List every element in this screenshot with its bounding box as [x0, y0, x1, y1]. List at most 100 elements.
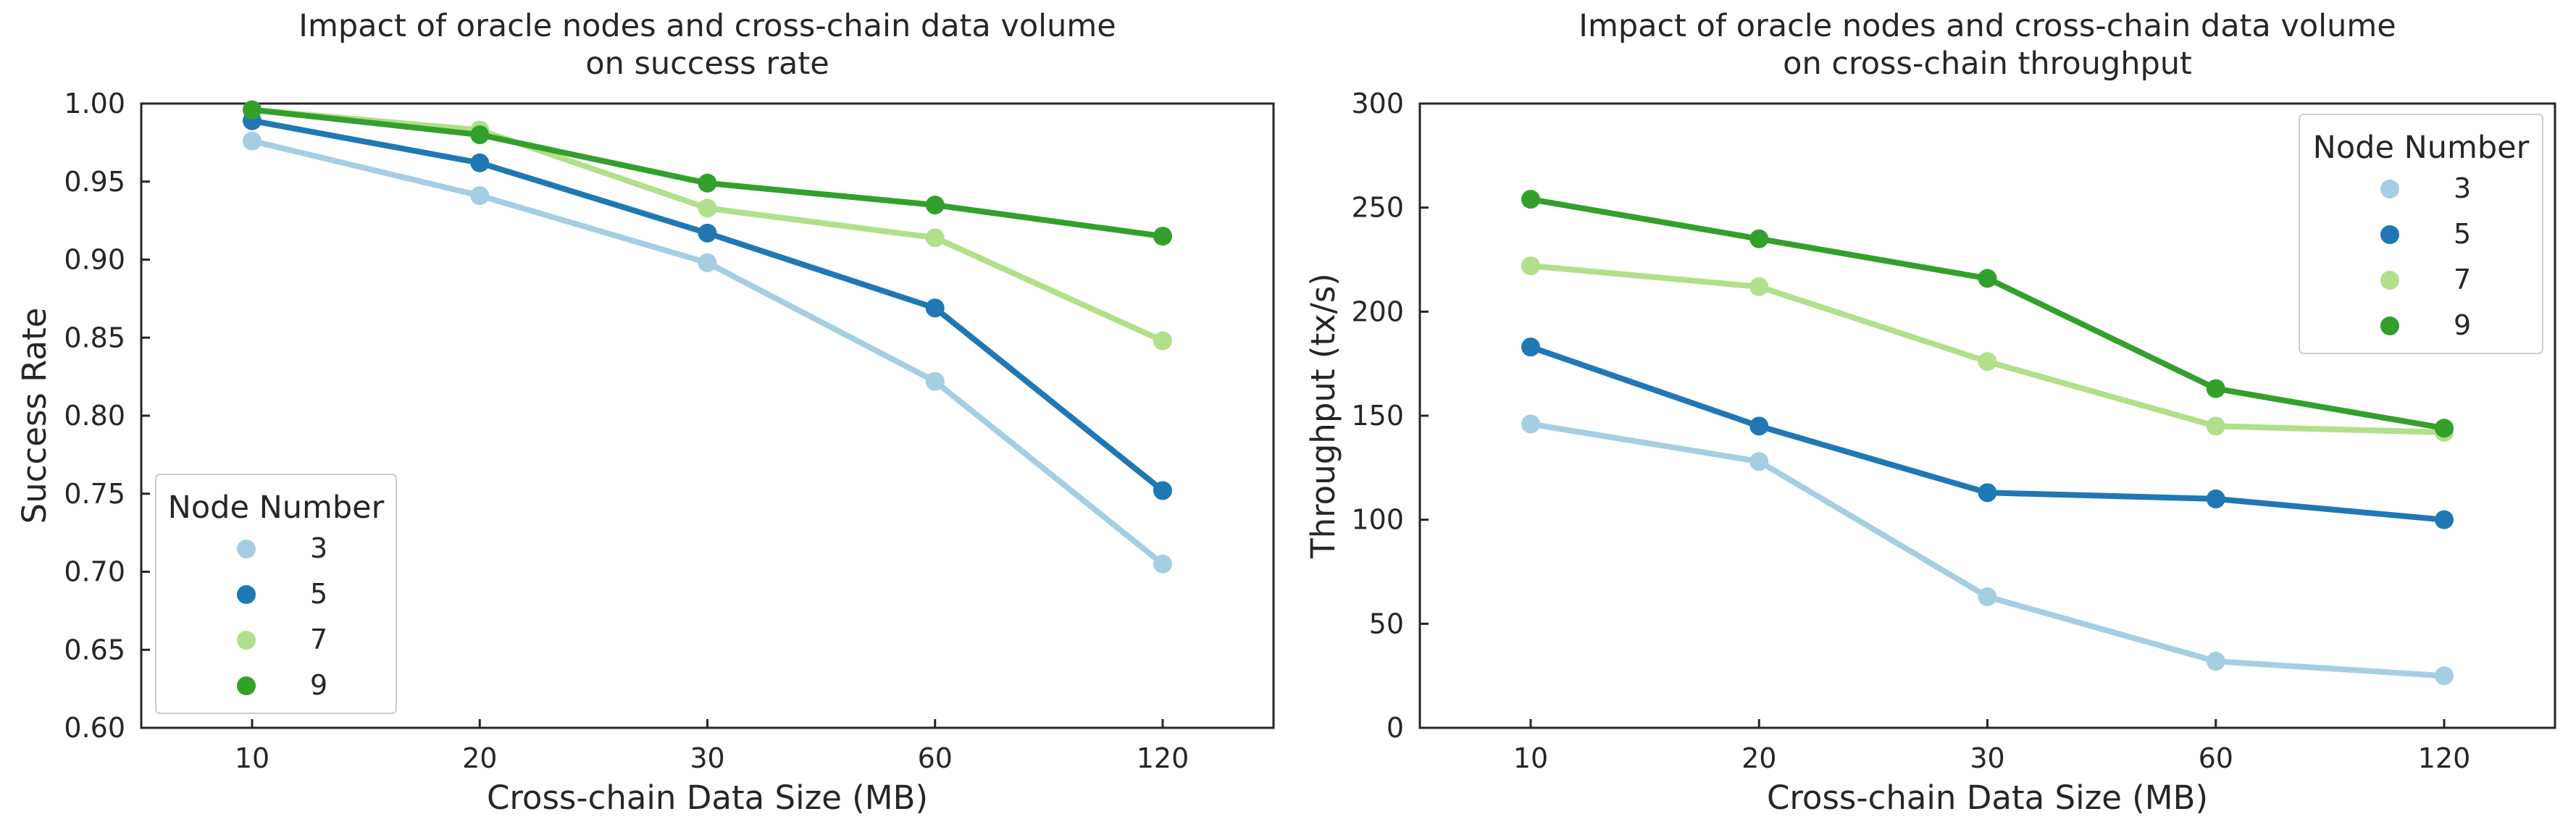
chart-panel-2: Impact of oracle nodes and cross-chain d… [1304, 8, 2556, 817]
data-point-5-10 [1521, 337, 1540, 357]
y-axis-label: Throughput (tx/s) [1304, 273, 1342, 559]
legend-marker-5 [237, 585, 256, 604]
data-point-9-60 [925, 196, 945, 215]
legend-label-9: 9 [310, 669, 327, 701]
chart-title-line-2: on success rate [585, 46, 829, 82]
legend-label-3: 3 [2454, 172, 2471, 204]
data-point-7-30 [1978, 352, 1997, 372]
data-point-9-10 [243, 100, 262, 119]
data-point-5-120 [1153, 481, 1172, 500]
data-point-3-20 [1749, 452, 1769, 471]
legend-marker-5 [2380, 225, 2399, 244]
data-point-7-60 [925, 228, 945, 248]
legend-marker-7 [237, 631, 256, 650]
data-point-7-10 [1521, 256, 1540, 276]
legend-box [2299, 114, 2543, 354]
data-point-7-120 [1153, 331, 1172, 351]
legend-label-7: 7 [2454, 264, 2471, 295]
x-tick-label: 120 [2418, 742, 2471, 774]
data-point-5-30 [1978, 483, 1997, 503]
data-point-5-60 [2206, 489, 2225, 508]
data-point-9-30 [698, 173, 717, 193]
data-point-9-20 [470, 125, 490, 145]
legend-marker-9 [237, 676, 256, 695]
y-tick-label: 0.65 [64, 634, 125, 666]
data-point-5-120 [2435, 510, 2454, 529]
data-point-9-30 [1978, 269, 1997, 288]
chart-title-line-1: Impact of oracle nodes and cross-chain d… [298, 8, 1116, 44]
data-point-9-120 [1153, 227, 1172, 246]
legend-label-9: 9 [2454, 309, 2471, 341]
y-tick-label: 0.80 [64, 400, 125, 432]
legend-marker-9 [2380, 316, 2399, 335]
y-tick-label: 0.75 [64, 478, 125, 510]
data-point-3-10 [1521, 414, 1540, 434]
chart-title-line-1: Impact of oracle nodes and cross-chain d… [1578, 8, 2396, 44]
series-line-3 [1528, 421, 2447, 679]
data-point-5-30 [698, 223, 717, 243]
data-point-3-20 [470, 186, 490, 206]
data-point-3-10 [243, 131, 262, 151]
y-tick-label: 0.60 [64, 712, 125, 744]
y-axis-label: Success Rate [15, 308, 54, 524]
series-5 [1521, 337, 2454, 529]
x-tick-label: 10 [235, 742, 269, 774]
data-point-3-60 [2206, 652, 2225, 671]
y-tick-label: 200 [1351, 295, 1404, 327]
y-tick-label: 1.00 [64, 88, 125, 119]
legend-label-7: 7 [310, 624, 327, 655]
chart-panel-1: Impact of oracle nodes and cross-chain d… [15, 8, 1275, 817]
x-tick-label: 120 [1137, 742, 1189, 774]
legend: Node Number 3 5 7 9 [2299, 114, 2543, 354]
data-point-9-20 [1749, 229, 1769, 248]
data-point-3-30 [698, 253, 717, 272]
x-tick-label: 30 [1970, 742, 2004, 774]
data-point-9-10 [1521, 190, 1540, 209]
legend-title: Node Number [2313, 130, 2530, 166]
legend-label-3: 3 [310, 532, 327, 564]
y-tick-label: 100 [1351, 504, 1404, 536]
data-point-7-20 [1749, 277, 1769, 296]
y-tick-label: 0.85 [64, 322, 125, 353]
x-tick-label: 20 [1741, 742, 1776, 774]
legend: Node Number 3 5 7 9 [155, 474, 397, 714]
y-tick-label: 0.95 [64, 166, 125, 198]
data-point-3-120 [1153, 554, 1172, 574]
data-point-3-30 [1978, 587, 1997, 606]
data-point-5-20 [470, 153, 490, 172]
legend-label-5: 5 [2454, 218, 2471, 250]
data-point-7-60 [2206, 416, 2225, 436]
legend-marker-7 [2380, 271, 2399, 290]
x-tick-label: 20 [462, 742, 497, 774]
series-9 [1521, 190, 2454, 438]
legend-marker-3 [2380, 180, 2399, 198]
x-tick-label: 30 [690, 742, 724, 774]
chart-title-line-2: on cross-chain throughput [1783, 46, 2192, 82]
y-tick-label: 150 [1351, 400, 1404, 432]
y-tick-label: 0.90 [64, 244, 125, 276]
series-9 [243, 100, 1172, 246]
data-point-9-120 [2435, 419, 2454, 438]
y-tick-label: 300 [1351, 88, 1404, 119]
data-point-7-30 [698, 198, 717, 218]
data-point-5-20 [1749, 416, 1769, 436]
y-tick-label: 50 [1369, 608, 1404, 639]
y-tick-label: 0.70 [64, 556, 125, 588]
y-tick-label: 0 [1387, 712, 1404, 744]
x-axis-label: Cross-chain Data Size (MB) [487, 779, 928, 817]
x-axis-label: Cross-chain Data Size (MB) [1767, 779, 2208, 817]
data-point-9-60 [2206, 379, 2225, 398]
series-3 [1521, 414, 2454, 686]
y-tick-label: 250 [1351, 192, 1404, 224]
data-point-3-120 [2435, 666, 2454, 686]
x-tick-label: 60 [2199, 742, 2233, 774]
legend-label-5: 5 [310, 578, 327, 610]
legend-box [155, 474, 397, 714]
x-tick-label: 10 [1513, 742, 1548, 774]
x-tick-label: 60 [918, 742, 953, 774]
series-7 [1521, 256, 2454, 442]
series-3 [243, 131, 1172, 574]
legend-title: Node Number [168, 490, 385, 526]
data-point-5-60 [925, 298, 945, 318]
